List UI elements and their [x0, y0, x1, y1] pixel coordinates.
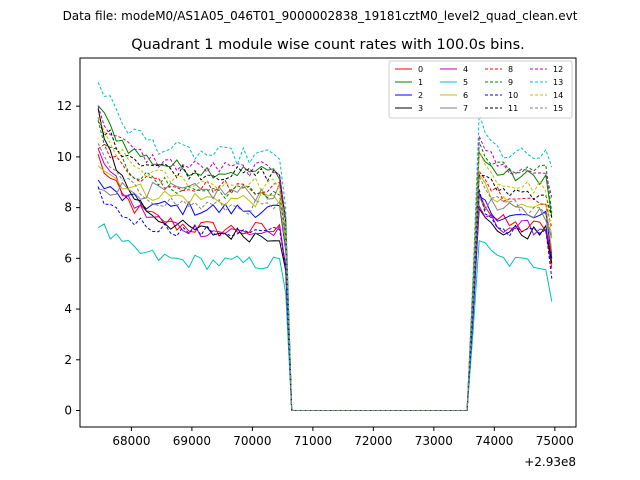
y-tick-label: 8: [64, 201, 72, 215]
x-tick-label: 75000: [536, 434, 574, 448]
y-tick-label: 0: [64, 404, 72, 418]
y-axis-ticks: 0 2 4 6 8 10 12: [57, 99, 80, 418]
x-axis-ticks: 68000 69000 70000 71000 72000 73000 74000 75000: [112, 427, 574, 448]
legend-label-2: 2: [418, 91, 423, 100]
series-line-1: [97, 105, 553, 411]
legend-label-4: 4: [463, 65, 468, 74]
legend-label-0: 0: [418, 65, 423, 74]
legend-label-14: 14: [553, 91, 563, 100]
series-line-15: [97, 143, 553, 411]
legend-label-7: 7: [463, 104, 468, 113]
x-tick-label: 72000: [354, 434, 392, 448]
series-line-5: [97, 223, 553, 411]
legend-label-3: 3: [418, 104, 423, 113]
y-tick-label: 12: [57, 99, 72, 113]
chart-suptitle: Data file: modeM0/AS1A05_046T01_90000028…: [63, 9, 578, 23]
legend-label-1: 1: [418, 78, 423, 87]
x-tick-label: 70000: [233, 434, 271, 448]
x-tick-label: 73000: [415, 434, 453, 448]
legend-label-15: 15: [553, 104, 563, 113]
plot-frame: [79, 57, 577, 428]
y-tick-label: 4: [64, 302, 72, 316]
legend-label-6: 6: [463, 91, 468, 100]
series-line-11: [97, 117, 553, 411]
series-line-7: [97, 181, 553, 411]
legend-label-11: 11: [508, 104, 518, 113]
legend-label-10: 10: [508, 91, 518, 100]
legend-label-5: 5: [463, 78, 468, 87]
legend-frame: [388, 60, 573, 119]
series-line-12: [97, 105, 553, 411]
plot-lines: [97, 82, 553, 411]
y-tick-label: 2: [64, 353, 72, 367]
legend-label-9: 9: [508, 78, 513, 87]
x-axis-offset-label: +2.93e8: [524, 455, 576, 469]
series-line-13: [97, 82, 553, 411]
series-line-10: [97, 186, 553, 411]
y-tick-label: 10: [57, 150, 72, 164]
x-tick-label: 71000: [294, 434, 332, 448]
legend-label-12: 12: [553, 65, 563, 74]
x-tick-label: 69000: [173, 434, 211, 448]
series-line-8: [97, 143, 553, 411]
legend-label-13: 13: [553, 78, 563, 87]
chart-title: Quadrant 1 module wise count rates with …: [131, 37, 525, 53]
x-tick-label: 74000: [475, 434, 513, 448]
y-tick-label: 6: [64, 251, 72, 265]
legend-label-8: 8: [508, 65, 513, 74]
series-line-14: [97, 117, 553, 411]
series-line-9: [97, 120, 553, 411]
x-tick-label: 68000: [112, 434, 150, 448]
